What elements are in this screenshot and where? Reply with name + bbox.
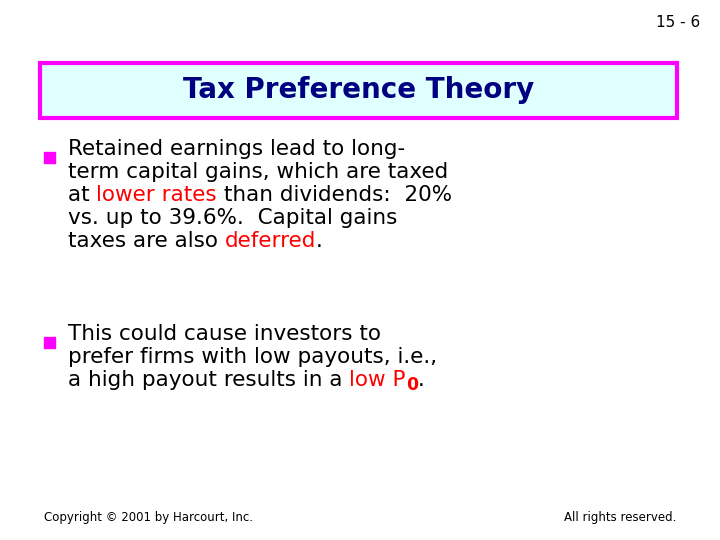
Text: term capital gains, which are taxed: term capital gains, which are taxed — [68, 162, 449, 182]
Bar — [44, 337, 55, 348]
Text: Tax Preference Theory: Tax Preference Theory — [183, 77, 534, 105]
Text: .: . — [316, 231, 323, 251]
Text: This could cause investors to: This could cause investors to — [68, 324, 381, 344]
Text: Retained earnings lead to long-: Retained earnings lead to long- — [68, 139, 405, 159]
Text: a high payout results in a: a high payout results in a — [68, 370, 349, 390]
Text: prefer firms with low payouts, i.e.,: prefer firms with low payouts, i.e., — [68, 347, 437, 367]
Text: vs. up to 39.6%.  Capital gains: vs. up to 39.6%. Capital gains — [68, 208, 397, 228]
Text: 0: 0 — [406, 376, 418, 394]
Text: deferred: deferred — [225, 231, 316, 251]
Text: lower rates: lower rates — [96, 185, 217, 205]
FancyBboxPatch shape — [40, 63, 677, 118]
Text: than dividends:  20%: than dividends: 20% — [217, 185, 452, 205]
Text: taxes are also: taxes are also — [68, 231, 225, 251]
Text: Copyright © 2001 by Harcourt, Inc.: Copyright © 2001 by Harcourt, Inc. — [44, 511, 253, 524]
Bar — [44, 152, 55, 163]
Text: 15 - 6: 15 - 6 — [656, 15, 700, 30]
Text: at: at — [68, 185, 96, 205]
Text: .: . — [418, 370, 425, 390]
Text: All rights reserved.: All rights reserved. — [564, 511, 676, 524]
Text: low P: low P — [349, 370, 406, 390]
